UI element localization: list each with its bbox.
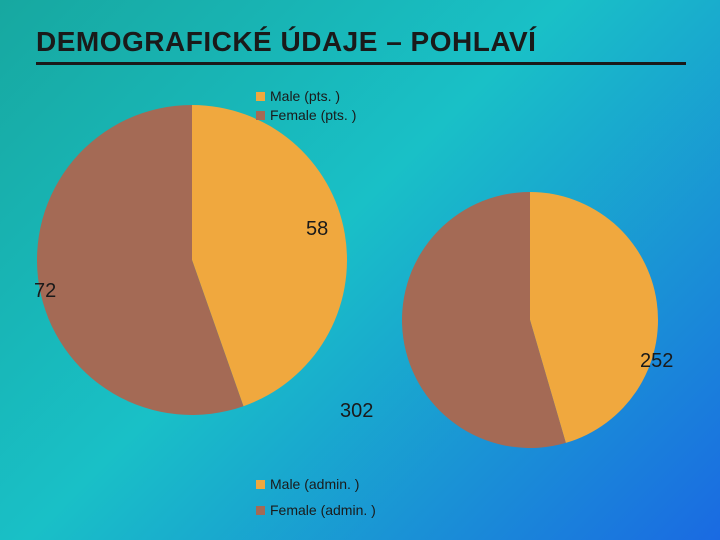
square-icon bbox=[256, 92, 265, 101]
legend-label: Female (pts. ) bbox=[270, 107, 356, 123]
legend-admin: Male (admin. ) Female (admin. ) bbox=[256, 476, 376, 518]
data-label-admin-female: 302 bbox=[340, 400, 373, 423]
title-underline bbox=[36, 62, 686, 65]
legend-item: Female (pts. ) bbox=[256, 107, 356, 123]
legend-label: Male (pts. ) bbox=[270, 88, 340, 104]
data-label-admin-male: 252 bbox=[640, 350, 673, 373]
slide-title: DEMOGRAFICKÉ ÚDAJE – POHLAVÍ bbox=[36, 26, 536, 58]
legend-item: Female (admin. ) bbox=[256, 502, 376, 518]
legend-label: Female (admin. ) bbox=[270, 502, 376, 518]
slide-stage: DEMOGRAFICKÉ ÚDAJE – POHLAVÍ Male (pts. … bbox=[0, 0, 720, 540]
legend-pts: Male (pts. ) Female (pts. ) bbox=[256, 88, 356, 123]
square-icon bbox=[256, 506, 265, 515]
square-icon bbox=[256, 480, 265, 489]
legend-item: Male (admin. ) bbox=[256, 476, 376, 492]
data-label-pts-male: 58 bbox=[306, 218, 328, 241]
pie-chart-pts bbox=[37, 105, 347, 415]
pie-chart-admin bbox=[402, 192, 658, 448]
legend-item: Male (pts. ) bbox=[256, 88, 356, 104]
square-icon bbox=[256, 111, 265, 120]
legend-label: Male (admin. ) bbox=[270, 476, 359, 492]
data-label-pts-female: 72 bbox=[34, 280, 56, 303]
